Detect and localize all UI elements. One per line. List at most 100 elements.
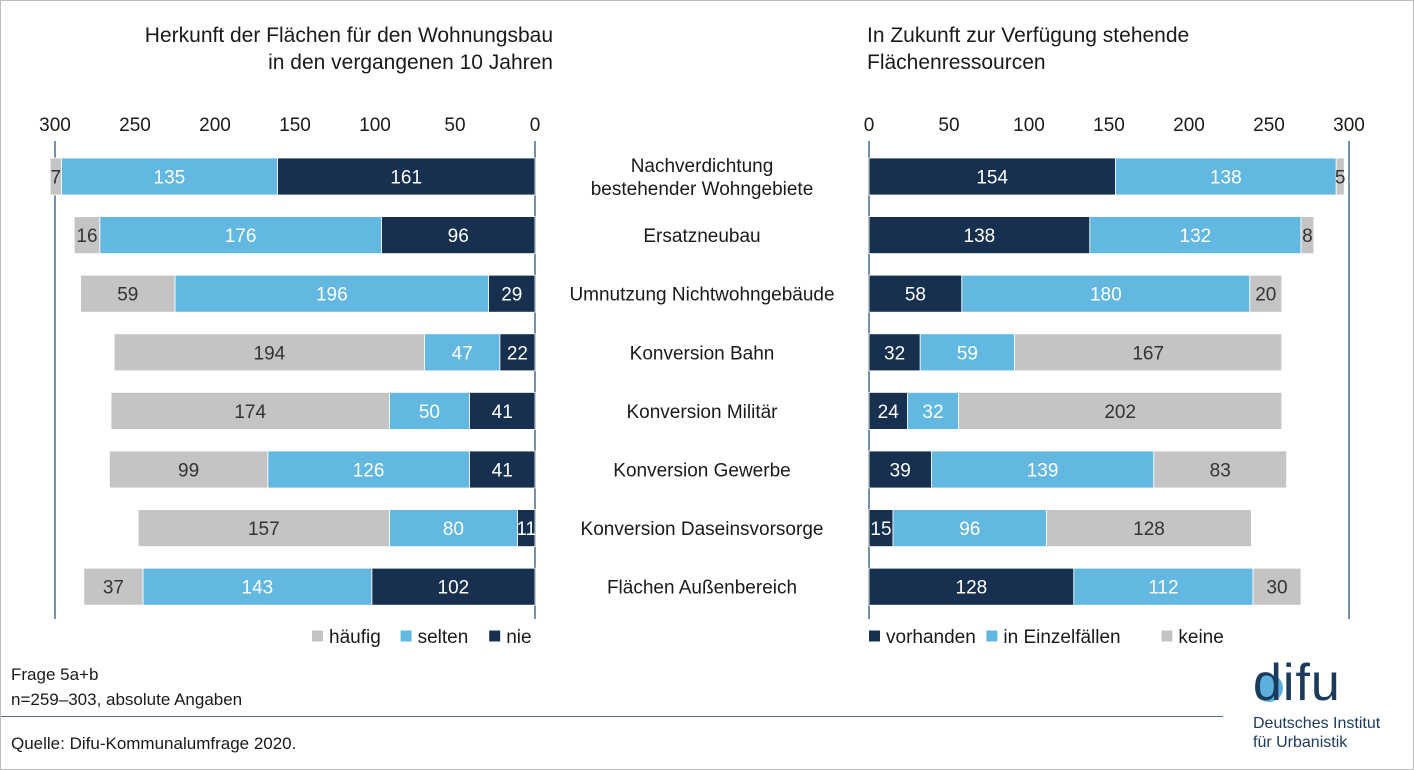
data-label-left: 174 bbox=[234, 402, 266, 423]
bar-right-0 bbox=[868, 567, 1075, 606]
data-label-left: 126 bbox=[353, 461, 385, 482]
x-tick-label-right: 300 bbox=[1333, 115, 1365, 136]
x-tick-label-right: 0 bbox=[864, 115, 875, 136]
bar-left-2 bbox=[73, 216, 101, 255]
data-label-right: 180 bbox=[1090, 285, 1122, 306]
bar-left-1 bbox=[424, 333, 501, 372]
logo-wordmark: difu bbox=[1253, 654, 1341, 712]
data-label-left: 7 bbox=[51, 168, 62, 189]
legend-label-right: keine bbox=[1178, 627, 1223, 648]
data-label-left: 22 bbox=[507, 343, 528, 364]
question-note: Frage 5a+b bbox=[11, 665, 99, 684]
bar-right-1 bbox=[1073, 567, 1254, 606]
x-tick-label-left: 50 bbox=[444, 115, 465, 136]
data-label-left: 29 bbox=[501, 285, 522, 306]
bar-right-2 bbox=[1335, 157, 1345, 196]
x-tick-label-left: 0 bbox=[530, 115, 541, 136]
bar-right-2 bbox=[1046, 509, 1252, 548]
sample-note: n=259–303, absolute Angaben bbox=[11, 690, 243, 709]
x-tick-label-left: 150 bbox=[279, 115, 311, 136]
category-label: bestehender Wohngebiete bbox=[591, 179, 814, 200]
bar-left-2 bbox=[49, 157, 62, 196]
legend-swatch-left bbox=[400, 630, 412, 642]
logo-name-line1: Deutsches Institut bbox=[1253, 715, 1381, 732]
data-label-right: 24 bbox=[878, 402, 900, 423]
chart-title-left: Herkunft der Flächen für den Wohnungsbau… bbox=[144, 24, 553, 74]
footer-divider bbox=[1, 716, 1223, 717]
data-label-left: 161 bbox=[390, 168, 422, 189]
bar-left-2 bbox=[110, 391, 390, 430]
data-label-left: 80 bbox=[443, 519, 464, 540]
data-label-right: 32 bbox=[922, 402, 943, 423]
difu-logo: difu Deutsches Institut für Urbanistik bbox=[1253, 657, 1403, 761]
data-label-left: 96 bbox=[448, 226, 469, 247]
logo-name-line2: für Urbanistik bbox=[1253, 734, 1348, 751]
data-label-left: 59 bbox=[117, 285, 138, 306]
data-label-left: 41 bbox=[492, 461, 513, 482]
bar-left-0 bbox=[488, 274, 536, 313]
x-tick-label-right: 50 bbox=[938, 115, 959, 136]
data-label-left: 157 bbox=[248, 519, 280, 540]
legend-label-right: vorhanden bbox=[886, 627, 976, 648]
bar-left-0 bbox=[468, 391, 536, 430]
bar-left-2 bbox=[83, 567, 144, 606]
data-label-left: 176 bbox=[225, 226, 257, 247]
data-label-right: 138 bbox=[964, 226, 996, 247]
data-label-right: 39 bbox=[890, 461, 911, 482]
data-label-right: 30 bbox=[1266, 578, 1287, 599]
data-label-right: 154 bbox=[976, 168, 1008, 189]
bar-right-1 bbox=[1089, 216, 1302, 255]
legend-swatch-left bbox=[312, 630, 323, 642]
bar-left-0 bbox=[380, 216, 536, 255]
x-tick-label-right: 100 bbox=[1013, 115, 1045, 136]
x-tick-label-right: 200 bbox=[1173, 115, 1205, 136]
bar-right-2 bbox=[1249, 274, 1283, 313]
category-label: Konversion Daseinsvorsorge bbox=[581, 519, 824, 540]
x-tick-label-left: 250 bbox=[119, 115, 151, 136]
data-label-right: 128 bbox=[956, 578, 988, 599]
bar-left-2 bbox=[137, 509, 390, 548]
bar-right-1 bbox=[931, 450, 1155, 489]
category-label: Flächen Außenbereich bbox=[607, 578, 797, 599]
data-label-right: 202 bbox=[1104, 402, 1136, 423]
bar-right-0 bbox=[868, 216, 1091, 255]
bar-right-2 bbox=[1300, 216, 1315, 255]
category-label: Nachverdichtung bbox=[631, 156, 774, 177]
category-label: Konversion Bahn bbox=[630, 343, 775, 364]
chart-title-right: In Zukunft zur Verfügung stehende Flächen… bbox=[867, 24, 1190, 74]
data-label-right: 83 bbox=[1210, 461, 1231, 482]
bar-right-2 bbox=[958, 391, 1283, 430]
legend-swatch-right bbox=[1161, 630, 1173, 642]
data-label-right: 167 bbox=[1132, 343, 1164, 364]
bar-right-2 bbox=[1153, 450, 1288, 489]
x-tick-label-left: 100 bbox=[359, 115, 391, 136]
x-tick-label-right: 150 bbox=[1093, 115, 1125, 136]
category-label: Umnutzung Nichtwohngebäude bbox=[569, 285, 834, 306]
bar-left-1 bbox=[142, 567, 373, 606]
bar-right-0 bbox=[868, 274, 963, 313]
bar-left-1 bbox=[99, 216, 382, 255]
data-label-right: 132 bbox=[1180, 226, 1212, 247]
bar-right-0 bbox=[868, 333, 921, 372]
bar-left-0 bbox=[499, 333, 536, 372]
x-tick-label-left: 200 bbox=[199, 115, 231, 136]
bar-left-2 bbox=[109, 450, 269, 489]
data-label-left: 194 bbox=[254, 343, 286, 364]
chart-canvas: 300 250 200 150 100 50 01611357961761629196592… bbox=[39, 115, 1365, 648]
x-tick-label-left: 300 bbox=[39, 115, 71, 136]
category-label: Konversion Gewerbe bbox=[613, 461, 790, 482]
data-label-left: 99 bbox=[178, 461, 199, 482]
data-label-right: 112 bbox=[1148, 578, 1178, 599]
data-label-left: 135 bbox=[154, 168, 186, 189]
bar-right-2 bbox=[1014, 333, 1283, 372]
data-label-right: 32 bbox=[884, 343, 905, 364]
bar-right-0 bbox=[868, 391, 908, 430]
bar-right-2 bbox=[1252, 567, 1302, 606]
data-label-right: 138 bbox=[1210, 168, 1242, 189]
legend-label-right: in Einzelfällen bbox=[1003, 627, 1120, 648]
category-label: Konversion Militär bbox=[627, 402, 779, 423]
bar-left-2 bbox=[80, 274, 176, 313]
data-label-left: 16 bbox=[76, 226, 97, 247]
source-note: Quelle: Difu-Kommunalumfrage 2020. bbox=[11, 734, 297, 753]
